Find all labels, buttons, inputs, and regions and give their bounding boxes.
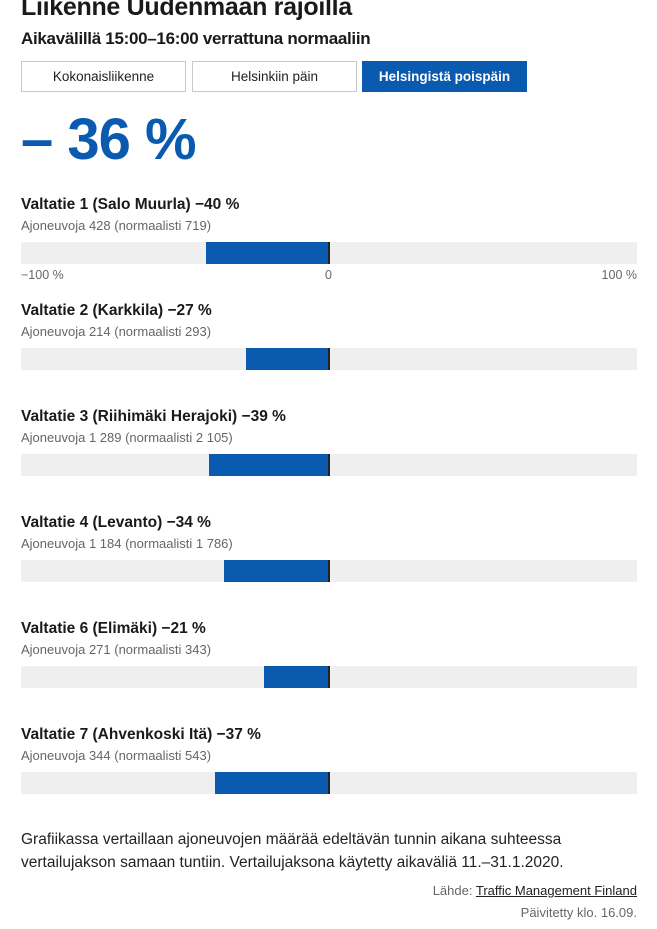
bar (205, 242, 329, 264)
source-link[interactable]: Traffic Management Finland (475, 883, 637, 898)
bar-track (21, 666, 637, 688)
zero-line (328, 454, 330, 476)
bar (264, 666, 329, 688)
row-vehicle-count: Ajoneuvoja 271 (normaalisti 343) (21, 642, 212, 657)
tab-helsinkiin-pain[interactable]: Helsinkiin päin (192, 61, 357, 92)
page-subtitle: Aikavälillä 15:00–16:00 verrattuna norma… (21, 29, 371, 48)
tick-label: −100 % (21, 268, 64, 282)
zero-line (328, 348, 330, 370)
zero-line (328, 666, 330, 688)
bar (224, 560, 329, 582)
bar-track (21, 242, 637, 264)
chart-row: Valtatie 1 (Salo Muurla) −40 % Ajoneuvoj… (21, 196, 637, 302)
total-change: – 36 % (21, 107, 197, 172)
row-title: Valtatie 6 (Elimäki) −21 % (21, 620, 206, 637)
tick-label: 100 % (601, 268, 637, 282)
bar-track (21, 454, 637, 476)
tab-kokonaisliikenne[interactable]: Kokonaisliikenne (21, 61, 186, 92)
chart-row: Valtatie 2 (Karkkila) −27 % Ajoneuvoja 2… (21, 302, 637, 408)
zero-line (328, 242, 330, 264)
chart-row: Valtatie 4 (Levanto) −34 % Ajoneuvoja 1 … (21, 514, 637, 620)
zero-line (328, 560, 330, 582)
footnote: Grafiikassa vertaillaan ajoneuvojen määr… (21, 831, 564, 871)
row-title: Valtatie 4 (Levanto) −34 % (21, 514, 211, 531)
row-vehicle-count: Ajoneuvoja 1 289 (normaalisti 2 105) (21, 430, 233, 445)
row-vehicle-count: Ajoneuvoja 1 184 (normaalisti 1 786) (21, 536, 233, 551)
bar-track (21, 348, 637, 370)
bar (208, 454, 329, 476)
bar (215, 772, 329, 794)
chart-row: Valtatie 6 (Elimäki) −21 % Ajoneuvoja 27… (21, 620, 637, 726)
chart-row: Valtatie 7 (Ahvenkoski Itä) −37 % Ajoneu… (21, 726, 637, 832)
zero-line (328, 772, 330, 794)
bar-track (21, 772, 637, 794)
bar (245, 348, 329, 370)
chart-row: Valtatie 3 (Riihimäki Herajoki) −39 % Aj… (21, 408, 637, 514)
tick-label: 0 (325, 268, 332, 282)
row-title: Valtatie 1 (Salo Muurla) −40 % (21, 196, 240, 213)
row-vehicle-count: Ajoneuvoja 214 (normaalisti 293) (21, 324, 212, 339)
row-vehicle-count: Ajoneuvoja 428 (normaalisti 719) (21, 218, 212, 233)
source: Lähde: Traffic Management Finland (433, 883, 637, 898)
row-title: Valtatie 7 (Ahvenkoski Itä) −37 % (21, 726, 261, 743)
source-label: Lähde: (432, 883, 473, 898)
page-title: Liikenne Uudenmaan rajoilla (21, 0, 352, 21)
bar-track (21, 560, 637, 582)
tab-helsingista-poispain[interactable]: Helsingistä poispäin (362, 61, 527, 92)
updated-time: Päivitetty klo. 16.09. (520, 905, 637, 920)
row-title: Valtatie 2 (Karkkila) −27 % (21, 302, 212, 319)
row-title: Valtatie 3 (Riihimäki Herajoki) −39 % (21, 408, 286, 425)
row-vehicle-count: Ajoneuvoja 344 (normaalisti 543) (21, 748, 212, 763)
